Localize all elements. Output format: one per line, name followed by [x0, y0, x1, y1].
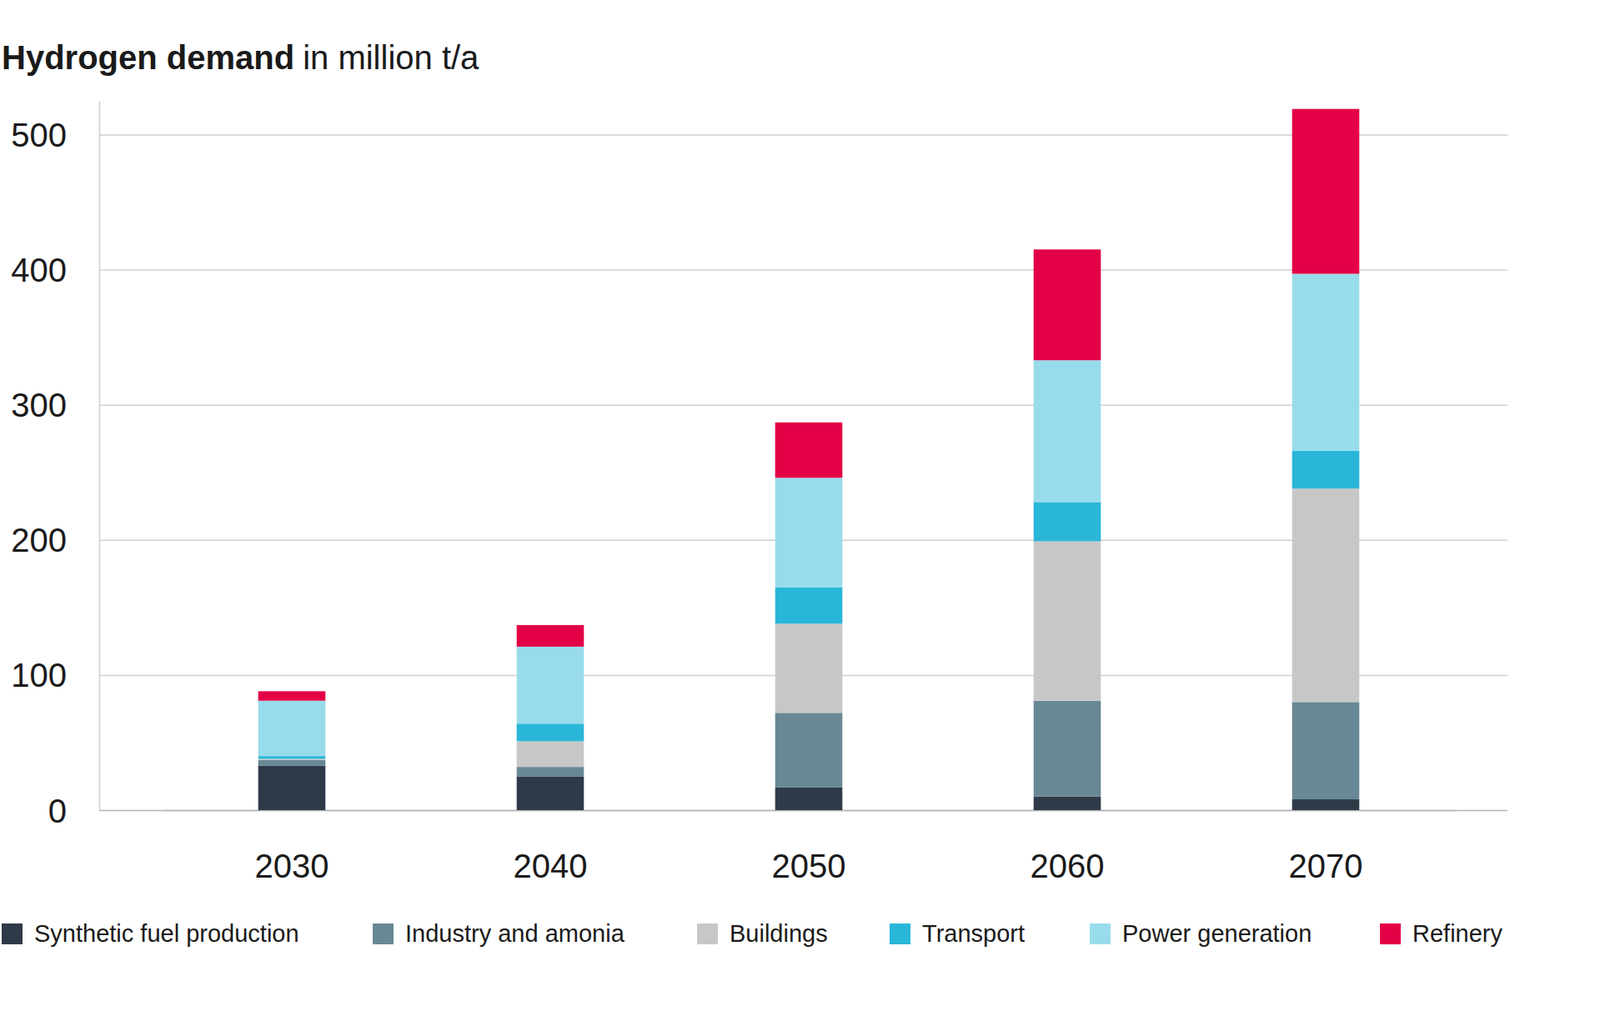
bar-segment [775, 712, 843, 788]
y-tick-label: 500 [10, 116, 67, 154]
legend-label: Refinery [1412, 920, 1503, 948]
bar-segment [1292, 451, 1360, 489]
bar-segment [1033, 541, 1102, 701]
legend-item: Buildings [697, 920, 828, 948]
legend-swatch [1379, 923, 1401, 945]
bar-segment [516, 723, 585, 742]
bar-segment [258, 760, 327, 766]
legend-label: Synthetic fuel production [34, 920, 300, 948]
y-tick-label: 0 [48, 792, 67, 830]
axis-title: in million t/a [302, 39, 480, 76]
x-tick: 2060 [1030, 810, 1105, 885]
legend-item: Synthetic fuel production [1, 920, 300, 948]
bar-segment [516, 647, 585, 724]
x-tick-label: 2060 [1030, 847, 1105, 885]
x-tick: 2070 [1289, 810, 1364, 885]
bar-segment [516, 625, 585, 648]
bar-segment [1292, 799, 1360, 811]
legend-label: Transport [922, 920, 1025, 948]
bar-segment [1292, 488, 1360, 703]
legend-item: Industry and amonia [372, 920, 626, 948]
bar-segment [1292, 109, 1360, 275]
bar-segment [516, 741, 585, 768]
x-axis: 2030 2040 2050 2060 2070 [163, 810, 1456, 885]
series [258, 109, 1360, 702]
x-tick: 2030 [255, 810, 330, 885]
y-tick: 300 [10, 386, 1508, 424]
bar-segment [1033, 701, 1102, 798]
bar-segment [258, 758, 327, 761]
bar-segment [775, 587, 843, 625]
series [258, 451, 1360, 760]
bar-segment [1033, 797, 1102, 811]
legend-swatch [1089, 923, 1111, 945]
bar-segment [1033, 501, 1102, 542]
x-tick-label: 2040 [513, 847, 588, 885]
bar-segment [258, 766, 327, 811]
x-tick: 2050 [772, 810, 847, 885]
y-tick-label: 200 [10, 521, 67, 559]
bar-segment [1033, 249, 1102, 361]
bar-segment [258, 701, 327, 757]
legend-item: Power generation [1089, 920, 1312, 948]
legend-item: Transport [889, 920, 1025, 948]
x-tick: 2040 [513, 810, 588, 885]
series [258, 701, 1360, 800]
legend-swatch [1, 923, 23, 945]
bar-segment [1292, 273, 1360, 451]
title-text: Hydrogen demand [1, 39, 295, 76]
bar-segment [1292, 702, 1360, 800]
legend-label: Power generation [1122, 920, 1312, 948]
legend-swatch [697, 923, 718, 945]
title: Hydrogen demandin million t/a [1, 39, 480, 76]
legend-item: Refinery [1379, 920, 1503, 948]
bar-segment [775, 477, 843, 587]
y-axis-line [99, 101, 101, 812]
legend-label: Industry and amonia [405, 920, 626, 948]
y-tick: 100 [10, 657, 1508, 694]
bar-segment [516, 776, 585, 811]
y-axis: 0 100 200 300 400 500 [10, 101, 1508, 830]
series [258, 273, 1360, 757]
bar-segment [516, 767, 585, 777]
legend-swatch [889, 923, 911, 945]
bar-segment [1033, 360, 1102, 502]
legend-label: Buildings [729, 920, 828, 948]
bar-segment [775, 422, 843, 478]
y-tick-label: 400 [10, 251, 67, 289]
y-tick: 200 [10, 521, 1508, 559]
bar-segment [775, 787, 843, 811]
x-tick-label: 2050 [772, 847, 847, 885]
bar-segment [258, 756, 327, 759]
bar-segment [258, 691, 327, 701]
legend: Synthetic fuel production Industry and am… [1, 920, 1503, 948]
bar-segment [775, 623, 843, 713]
chart: Hydrogen demandin million t/a 0 100 200 300 4… [0, 0, 1600, 1011]
y-tick-label: 300 [10, 386, 67, 424]
x-tick-label: 2030 [255, 847, 330, 885]
legend-swatch [372, 923, 394, 945]
x-tick-label: 2070 [1289, 847, 1364, 885]
y-tick: 400 [10, 251, 1508, 289]
bars [258, 109, 1360, 811]
y-tick: 500 [10, 116, 1508, 154]
y-tick-label: 100 [10, 657, 67, 694]
